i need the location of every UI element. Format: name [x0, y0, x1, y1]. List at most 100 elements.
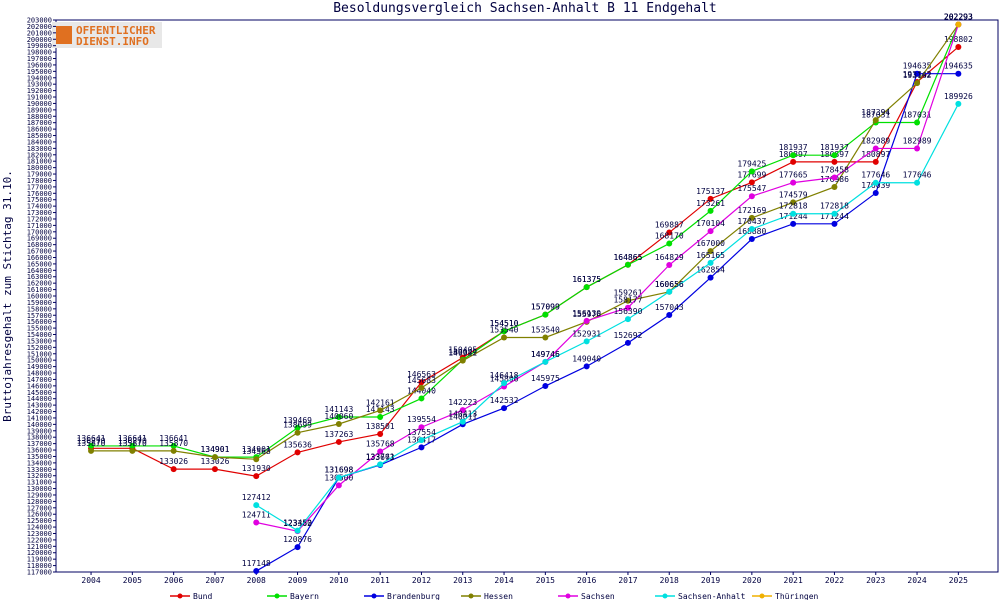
legend-label: Hessen	[484, 592, 513, 600]
data-point	[583, 338, 590, 345]
data-point	[459, 418, 466, 425]
data-label: 164865	[613, 253, 642, 262]
legend-label: Bund	[193, 592, 212, 600]
data-label: 133673	[366, 453, 395, 462]
y-tick-label: 132000	[27, 472, 52, 480]
y-tick-label: 173000	[27, 209, 52, 217]
series-line	[91, 24, 959, 458]
y-tick-label: 177000	[27, 183, 52, 191]
y-tick-label: 143000	[27, 402, 52, 410]
data-point	[831, 183, 838, 190]
data-label: 145896	[490, 375, 519, 384]
x-tick-label: 2016	[577, 576, 596, 585]
data-point	[253, 456, 260, 463]
data-point	[955, 100, 962, 107]
data-label: 158177	[613, 296, 642, 305]
y-tick-label: 156000	[27, 318, 52, 326]
y-tick-label: 124000	[27, 524, 52, 532]
y-tick-label: 199000	[27, 42, 52, 50]
data-label: 180897	[861, 150, 890, 159]
y-tick-label: 168000	[27, 241, 52, 249]
data-label: 135870	[118, 439, 147, 448]
y-tick-label: 183000	[27, 145, 52, 153]
y-tick-label: 192000	[27, 87, 52, 95]
data-label: 189926	[944, 92, 973, 101]
y-tick-label: 201000	[27, 29, 52, 37]
data-label: 161375	[572, 275, 601, 284]
data-label: 168170	[655, 232, 684, 241]
data-label: 156390	[613, 307, 642, 316]
data-label: 149746	[531, 350, 560, 359]
y-tick-label: 158000	[27, 305, 52, 313]
legend-marker	[565, 593, 571, 599]
data-point	[294, 429, 301, 436]
data-label: 142223	[448, 398, 477, 407]
y-tick-label: 121000	[27, 543, 52, 551]
y-tick-label: 160000	[27, 293, 52, 301]
data-point	[666, 311, 673, 318]
y-tick-label: 127000	[27, 504, 52, 512]
data-point	[294, 527, 301, 534]
data-point	[501, 380, 508, 387]
y-tick-label: 123000	[27, 530, 52, 538]
data-label: 155976	[572, 310, 601, 319]
x-tick-label: 2018	[660, 576, 679, 585]
legend-marker	[274, 593, 280, 599]
data-point	[253, 519, 260, 526]
x-tick-label: 2004	[81, 576, 100, 585]
data-point	[831, 210, 838, 217]
y-tick-label: 138000	[27, 434, 52, 442]
data-label: 144040	[407, 386, 436, 395]
data-point	[335, 474, 342, 481]
data-label: 162854	[696, 266, 725, 275]
x-tick-label: 2024	[907, 576, 926, 585]
data-point	[377, 430, 384, 437]
y-tick-label: 179000	[27, 171, 52, 179]
data-label: 136641	[159, 434, 188, 443]
x-tick-label: 2015	[536, 576, 555, 585]
data-point	[831, 158, 838, 165]
y-tick-label: 162000	[27, 280, 52, 288]
data-label: 123362	[283, 519, 312, 528]
data-point	[294, 449, 301, 456]
y-tick-label: 129000	[27, 491, 52, 499]
data-label: 138699	[283, 421, 312, 430]
y-tick-label: 196000	[27, 61, 52, 69]
data-point	[335, 482, 342, 489]
y-tick-label: 142000	[27, 408, 52, 416]
data-point	[542, 334, 549, 341]
y-tick-label: 140000	[27, 421, 52, 429]
data-point	[914, 70, 921, 77]
data-point	[707, 248, 714, 255]
x-tick-label: 2023	[866, 576, 885, 585]
x-tick-label: 2025	[949, 576, 968, 585]
y-tick-label: 117000	[27, 569, 52, 577]
data-point	[748, 193, 755, 200]
data-point	[707, 207, 714, 214]
x-tick-label: 2006	[164, 576, 183, 585]
data-point	[748, 226, 755, 233]
y-tick-label: 165000	[27, 260, 52, 268]
data-label: 149922	[448, 349, 477, 358]
data-point	[377, 448, 384, 455]
data-label: 152692	[613, 331, 642, 340]
data-point	[790, 199, 797, 206]
data-point	[542, 311, 549, 318]
y-axis-label: Bruttojahresgehalt zum Stichtag 31.10.	[1, 170, 14, 422]
y-tick-label: 154000	[27, 331, 52, 339]
data-point	[955, 70, 962, 77]
y-tick-label: 195000	[27, 68, 52, 76]
data-point	[459, 407, 466, 414]
data-label: 133026	[200, 457, 229, 466]
data-label: 193162	[903, 71, 932, 80]
y-tick-label: 171000	[27, 222, 52, 230]
data-label: 175547	[737, 184, 766, 193]
data-point	[253, 473, 260, 480]
data-label: 140011	[448, 412, 477, 421]
data-point	[335, 414, 342, 421]
data-label: 149746	[531, 350, 560, 359]
y-tick-label: 157000	[27, 312, 52, 320]
data-point	[129, 442, 136, 449]
data-point	[831, 220, 838, 227]
y-tick-label: 194000	[27, 74, 52, 82]
